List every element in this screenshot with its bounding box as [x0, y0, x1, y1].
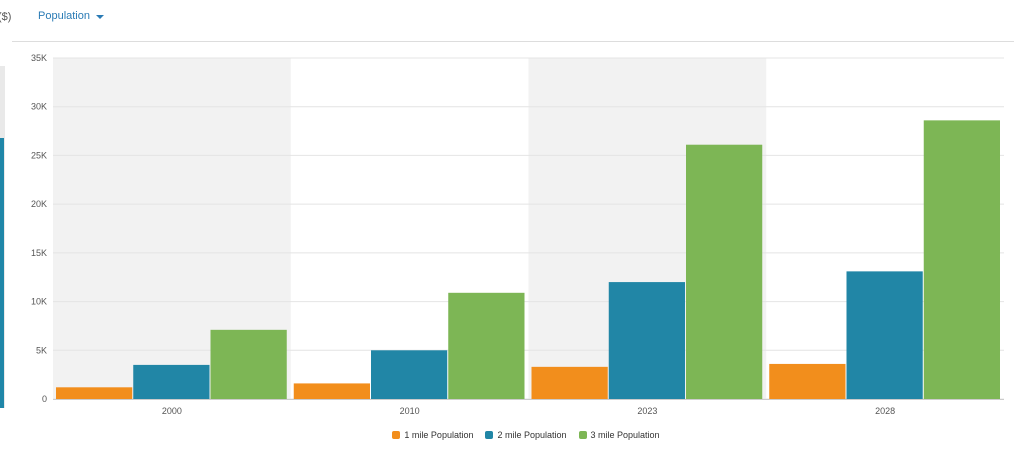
bar-2000-series-1 [56, 387, 133, 399]
legend-item-series-2[interactable]: 2 mile Population [485, 430, 567, 440]
bar-2010-series-1 [293, 383, 370, 399]
y-tick-label-25K: 25K [31, 150, 47, 160]
bar-2028-series-1 [769, 363, 846, 399]
y-tick-label-5K: 5K [36, 345, 47, 355]
y-tick-label-15K: 15K [31, 248, 47, 258]
legend-label: 2 mile Population [497, 430, 567, 440]
legend-swatch [485, 431, 494, 439]
x-tick-label-2023: 2023 [637, 406, 657, 416]
left-panel-bar-fragment [0, 138, 4, 408]
x-tick-label-2028: 2028 [875, 406, 895, 416]
legend-label: 1 mile Population [404, 430, 474, 440]
legend-label: 3 mile Population [590, 430, 660, 440]
y-tick-label-35K: 35K [31, 53, 47, 63]
bar-2028-series-2 [846, 271, 923, 399]
metric-dropdown-label: Population [38, 10, 90, 22]
legend-item-series-1[interactable]: 1 mile Population [392, 430, 473, 440]
left-panel-label-fragment: ($) [0, 11, 12, 23]
y-tick-label-0: 0 [42, 394, 47, 404]
caret-down-icon [96, 15, 104, 19]
metric-dropdown[interactable]: Population [38, 10, 104, 22]
chart-legend: 1 mile Population 2 mile Population 3 mile… [0, 430, 1014, 440]
y-tick-label-10K: 10K [31, 297, 47, 307]
bar-2000-series-3 [210, 329, 287, 399]
x-tick-label-2000: 2000 [162, 406, 182, 416]
population-bar-chart: 0 5K 10K 15K 20K 25K 30K 35K 2000 2010 2023 2028 [31, 53, 1004, 416]
legend-swatch [392, 431, 401, 439]
bar-2023-series-1 [531, 366, 608, 399]
header-divider [12, 41, 1014, 42]
x-tick-label-2010: 2010 [400, 406, 420, 416]
bar-2023-series-3 [686, 144, 763, 399]
bar-2023-series-2 [608, 282, 685, 399]
bar-2010-series-3 [448, 292, 525, 399]
legend-item-series-3[interactable]: 3 mile Population [578, 430, 660, 440]
bar-2000-series-2 [133, 364, 210, 399]
bar-2010-series-2 [371, 350, 448, 399]
y-tick-label-30K: 30K [31, 102, 47, 112]
legend-swatch [578, 431, 587, 439]
y-tick-label-20K: 20K [31, 199, 47, 209]
bar-2028-series-3 [923, 120, 1000, 400]
